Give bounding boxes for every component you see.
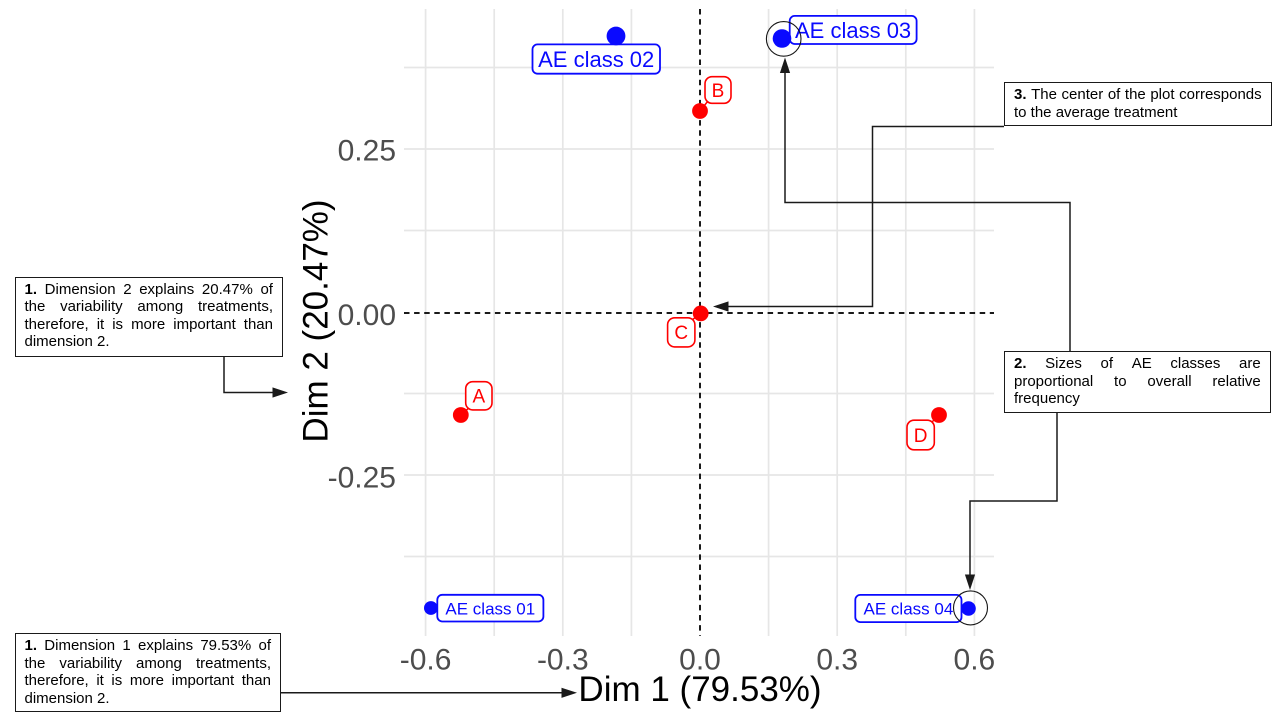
svg-text:0.6: 0.6 <box>954 644 996 677</box>
svg-text:B: B <box>712 81 725 102</box>
svg-text:AE class 02: AE class 02 <box>538 47 654 72</box>
svg-text:-0.3: -0.3 <box>537 644 589 677</box>
svg-text:0.3: 0.3 <box>816 644 858 677</box>
svg-text:AE class 04: AE class 04 <box>864 600 954 619</box>
svg-text:A: A <box>472 387 485 408</box>
svg-text:0.00: 0.00 <box>338 299 396 332</box>
svg-text:Dim 1 (79.53%): Dim 1 (79.53%) <box>578 670 821 709</box>
svg-text:0.0: 0.0 <box>679 644 721 677</box>
svg-text:D: D <box>914 426 928 447</box>
svg-text:-0.25: -0.25 <box>328 462 396 495</box>
svg-text:AE class 01: AE class 01 <box>445 599 535 618</box>
svg-text:0.25: 0.25 <box>338 135 396 168</box>
svg-text:AE class 03: AE class 03 <box>795 18 911 43</box>
svg-text:C: C <box>674 323 688 344</box>
svg-text:Dim 2 (20.47%): Dim 2 (20.47%) <box>297 199 336 442</box>
svg-text:-0.6: -0.6 <box>400 644 452 677</box>
